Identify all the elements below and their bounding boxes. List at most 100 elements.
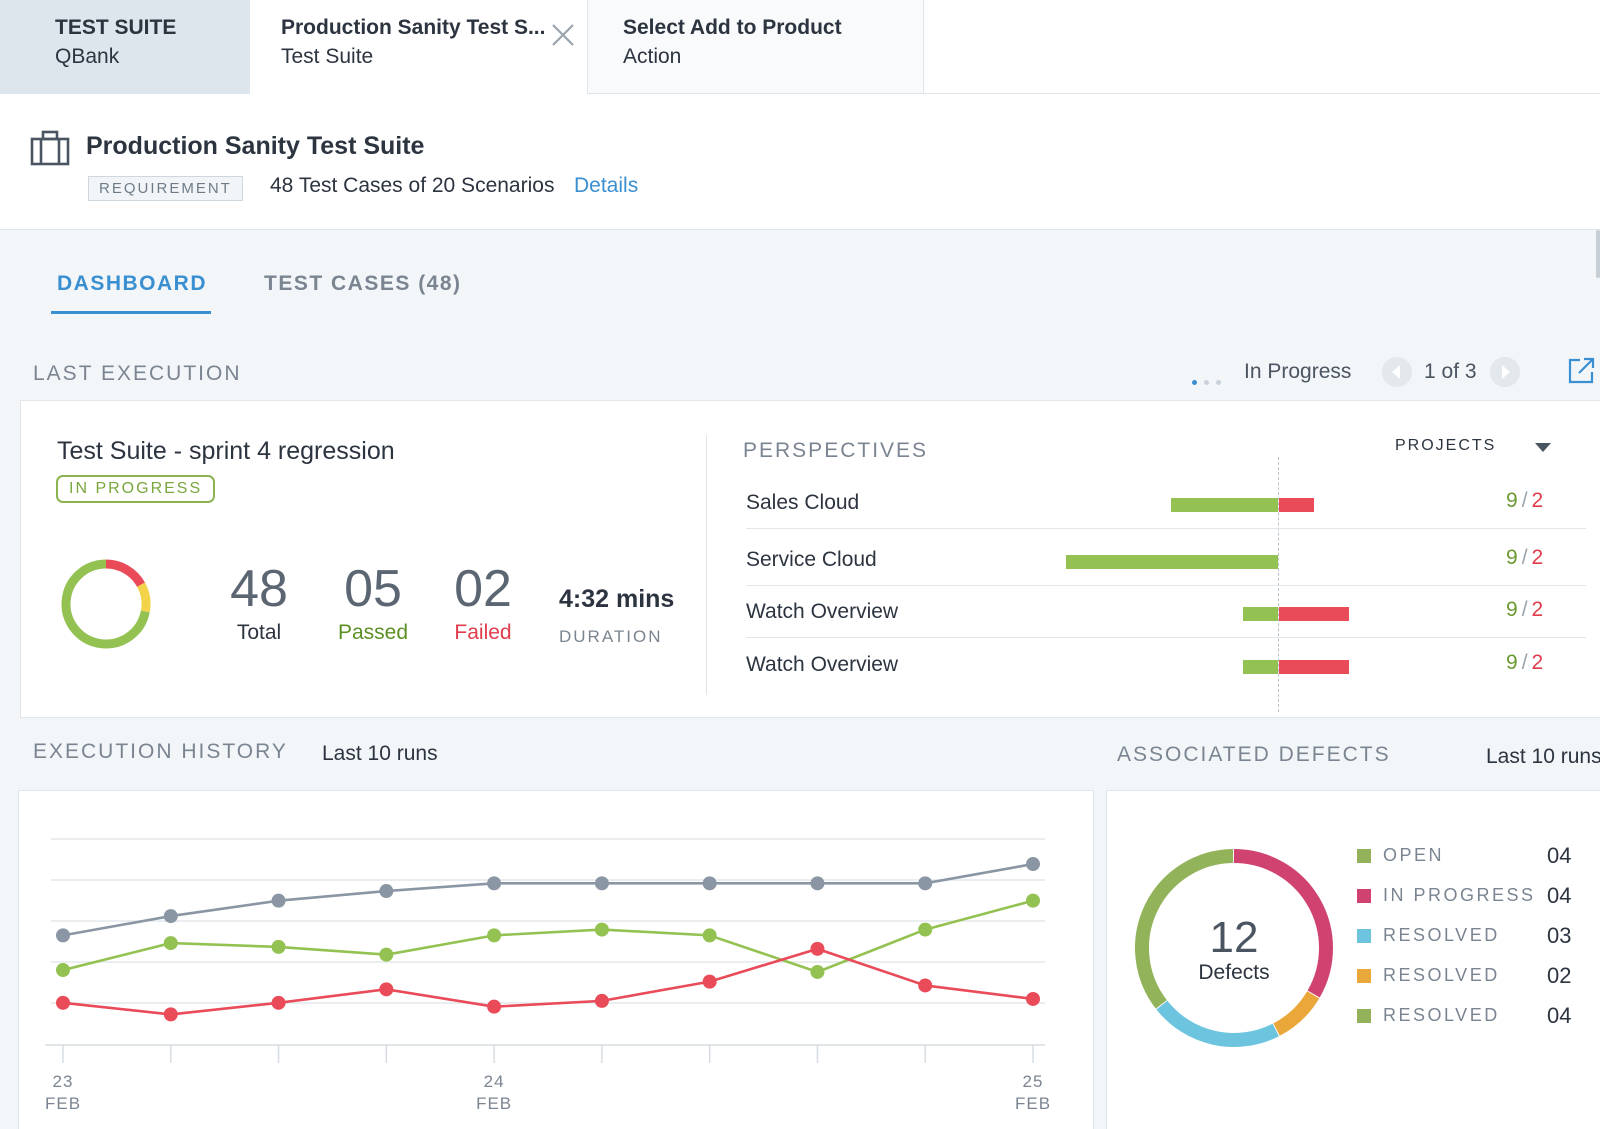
data-point[interactable] [56, 963, 70, 978]
data-point[interactable] [163, 936, 178, 951]
failed-segment [105, 559, 145, 588]
execution-history-chart: 23 FEB 24 FEB 25 FEB [45, 838, 1050, 1113]
tab-title: TEST SUITE [55, 16, 177, 39]
tab-test-cases[interactable]: TEST CASES (48) [264, 272, 462, 295]
execution-history-card: 23 FEB 24 FEB 25 FEB [18, 790, 1094, 1129]
tab-dashboard[interactable]: DASHBOARD [57, 272, 207, 295]
duration-label: DURATION [559, 627, 663, 646]
failed-label: Failed [454, 621, 512, 644]
passed-bar [1243, 607, 1278, 621]
total-label: Total [236, 621, 282, 644]
defect-segment[interactable] [1156, 1000, 1279, 1047]
details-link[interactable]: Details [574, 174, 639, 197]
duration-value: 4:32 mins [559, 585, 675, 613]
x-tick-label-month: FEB [476, 1094, 512, 1113]
stat-total: 48 Total [199, 561, 319, 645]
execution-history-label: EXECUTION HISTORY [33, 740, 288, 763]
legend-label: RESOLVED [1383, 1005, 1500, 1025]
pass-fail-ratio: 9/2 [1506, 546, 1544, 569]
tab-production-sanity[interactable]: Production Sanity Test S... Test Suite [250, 0, 588, 94]
pass-fail-ratio: 9/2 [1506, 489, 1544, 512]
external-link-icon[interactable] [1566, 356, 1596, 386]
data-point[interactable] [594, 876, 609, 891]
failed-count: 2 [1531, 546, 1544, 569]
data-point[interactable] [702, 876, 717, 891]
tab-title: Select Add to Product [623, 16, 842, 39]
data-point[interactable] [487, 999, 502, 1014]
top-tab-bar: TEST SUITE QBank Production Sanity Test … [0, 0, 1600, 94]
legend-item: OPEN 04 [1357, 841, 1597, 871]
data-point[interactable] [379, 947, 394, 962]
data-point[interactable] [594, 993, 609, 1008]
x-tick-label-day: 23 [53, 1072, 74, 1091]
data-point[interactable] [487, 928, 502, 943]
stat-failed: 02 Failed [423, 561, 543, 645]
briefcase-icon [30, 130, 70, 166]
previous-button[interactable] [1382, 357, 1412, 387]
defect-segment[interactable] [1233, 849, 1333, 998]
legend-value: 03 [1547, 923, 1572, 948]
data-point[interactable] [379, 982, 394, 997]
associated-defects-subtitle: Last 10 runs [1486, 745, 1600, 768]
data-point[interactable] [918, 978, 933, 993]
associated-defects-label: ASSOCIATED DEFECTS [1117, 743, 1391, 766]
execution-donut-chart [61, 559, 151, 649]
data-point[interactable] [594, 922, 609, 937]
data-point[interactable] [163, 1007, 178, 1022]
legend-swatch [1357, 889, 1371, 903]
tab-title: Production Sanity Test S... [281, 16, 546, 39]
perspective-label: Service Cloud [746, 548, 877, 571]
x-tick-label-day: 24 [484, 1072, 505, 1091]
next-button[interactable] [1490, 357, 1520, 387]
series-line-0 [62, 862, 1034, 937]
data-point[interactable] [1026, 857, 1040, 872]
data-point[interactable] [918, 876, 933, 891]
data-point[interactable] [56, 928, 70, 943]
tab-subtitle: QBank [55, 45, 120, 68]
status-badge: IN PROGRESS [56, 475, 216, 503]
passed-count: 9 [1506, 598, 1518, 621]
failed-count: 2 [1531, 489, 1544, 512]
data-point[interactable] [271, 995, 286, 1010]
data-point[interactable] [56, 995, 70, 1010]
scrollbar[interactable] [1596, 230, 1600, 278]
data-point[interactable] [1026, 991, 1040, 1006]
tab-select-add-to-product[interactable]: Select Add to Product Action [588, 0, 924, 94]
data-point[interactable] [810, 876, 825, 891]
data-point[interactable] [163, 909, 178, 924]
perspective-label: Watch Overview [746, 600, 899, 623]
x-tick-label-day: 25 [1023, 1072, 1044, 1091]
data-point[interactable] [810, 964, 825, 979]
chevron-down-icon[interactable] [1535, 443, 1551, 452]
projects-dropdown[interactable]: PROJECTS [1395, 437, 1497, 454]
defect-segment[interactable] [1273, 991, 1320, 1036]
failed-bar [1279, 607, 1349, 621]
data-point[interactable] [702, 974, 717, 989]
data-point[interactable] [271, 939, 286, 954]
legend-label: RESOLVED [1383, 925, 1500, 945]
pass-fail-ratio: 9/2 [1506, 651, 1544, 674]
close-icon[interactable] [550, 22, 576, 48]
last-execution-label: LAST EXECUTION [33, 362, 242, 385]
data-point[interactable] [810, 941, 825, 956]
legend-value: 04 [1547, 1003, 1572, 1028]
last-execution-card: Test Suite - sprint 4 regression IN PROG… [20, 400, 1600, 718]
pass-fail-ratio: 9/2 [1506, 598, 1544, 621]
associated-defects-card: 12 Defects OPEN 04 IN PROGRESS 04 RESOLVED 03… [1106, 790, 1600, 1129]
series-line-2 [62, 947, 1034, 1016]
failed-count: 2 [1531, 651, 1544, 674]
tab-test-suite-qbank[interactable]: TEST SUITE QBank [0, 0, 250, 94]
perspective-label: Sales Cloud [746, 491, 860, 514]
x-tick-label-month: FEB [45, 1094, 81, 1113]
legend-item: RESOLVED 02 [1357, 961, 1597, 991]
page-header: Production Sanity Test Suite REQUIREMENT… [0, 94, 1600, 230]
data-point[interactable] [271, 893, 286, 908]
data-point[interactable] [1026, 893, 1040, 908]
data-point[interactable] [487, 876, 502, 891]
data-point[interactable] [918, 922, 933, 937]
data-point[interactable] [702, 928, 717, 943]
data-point[interactable] [379, 884, 394, 899]
passed-bar [1066, 555, 1278, 569]
defect-segment[interactable] [1135, 849, 1234, 1009]
defects-donut-chart [1135, 849, 1333, 1047]
